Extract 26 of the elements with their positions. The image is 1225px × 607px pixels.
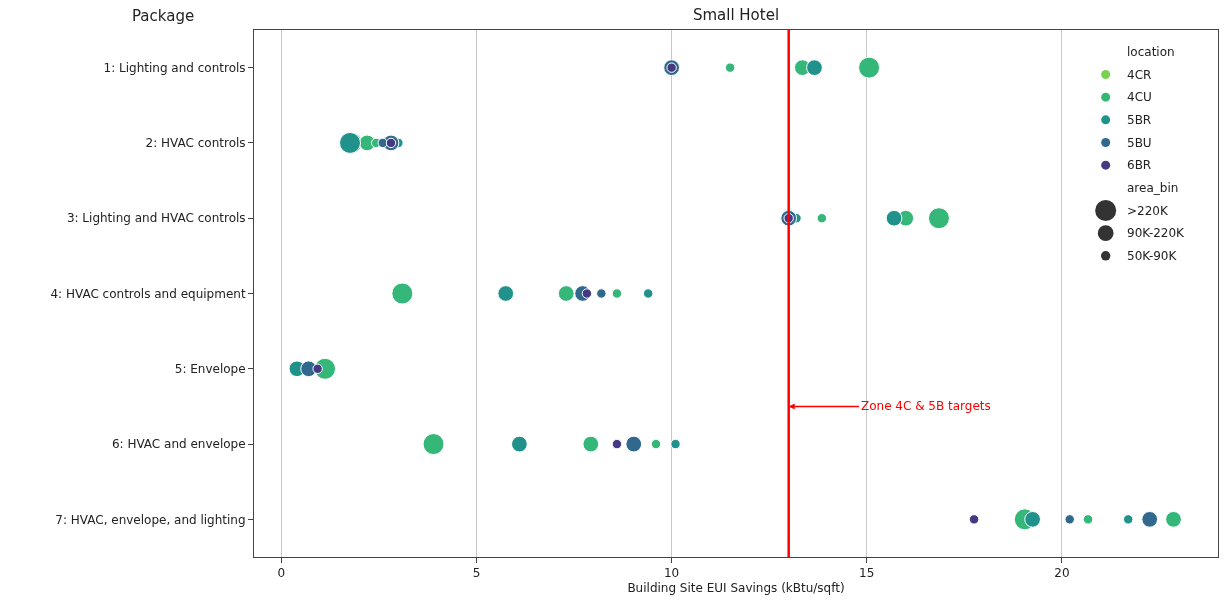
legend-label: >220K: [1127, 204, 1169, 218]
x-tick-label: 15: [859, 566, 875, 581]
legend-label: 5BU: [1127, 136, 1152, 150]
y-tick-label: 3: Lighting and HVAC controls: [66, 211, 246, 226]
y-tick-label: 2: HVAC controls: [145, 136, 246, 151]
y-tick-label: 6: HVAC and envelope: [111, 437, 246, 452]
y-tick-label: 4: HVAC controls and equipment: [50, 286, 246, 301]
legend-title: location: [1127, 45, 1175, 59]
x-tick-label: 10: [663, 566, 680, 581]
y-tick-label: 7: HVAC, envelope, and lighting: [55, 512, 246, 527]
x-tick-label: 0: [277, 566, 286, 581]
y-tick-label: 1: Lighting and controls: [103, 60, 246, 75]
x-tick-label: 5: [472, 566, 481, 581]
legend-label: 4CR: [1127, 68, 1152, 82]
ref-line-label: Zone 4C & 5B targets: [861, 399, 991, 413]
legend-label: 90K-220K: [1127, 226, 1186, 240]
legend-label: 6BR: [1127, 158, 1152, 172]
legend-label: 50K-90K: [1127, 249, 1178, 263]
legend-label: 4CU: [1127, 90, 1152, 104]
legend-label: 5BR: [1127, 113, 1152, 127]
chart-title: Small Hotel: [692, 5, 780, 24]
y-tick-label: 5: Envelope: [174, 361, 246, 376]
x-tick-label: 20: [1054, 566, 1070, 581]
annotation: area_bin: [1127, 181, 1179, 195]
x-axis-title: Building Site EUI Savings (kBtu/sqft): [627, 581, 845, 596]
y-axis-title: Package: [132, 7, 195, 25]
